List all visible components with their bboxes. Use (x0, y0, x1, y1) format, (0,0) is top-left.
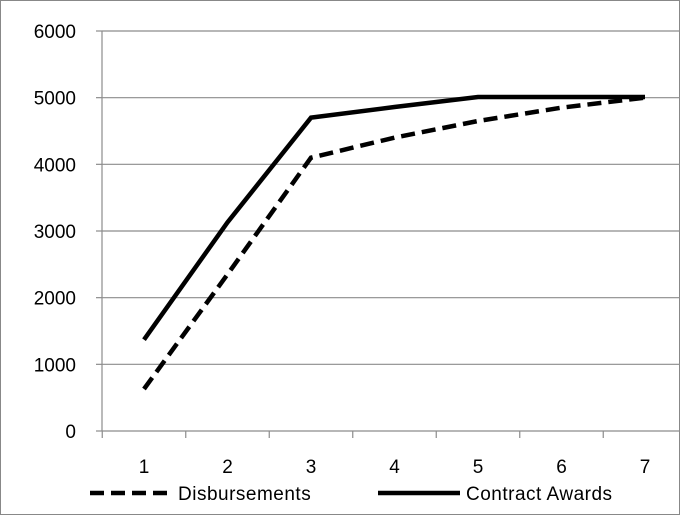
y-tick-label: 6000 (34, 22, 76, 43)
legend-label: Contract Awards (466, 484, 613, 505)
y-tick-label: 3000 (34, 222, 76, 243)
x-tick-label: 3 (306, 457, 317, 478)
y-tick-label: 0 (65, 422, 76, 443)
y-tick-label: 5000 (34, 89, 76, 110)
legend-item: Contract Awards (378, 484, 613, 505)
series-layer (142, 94, 646, 391)
gridlines (102, 30, 680, 365)
x-tick-label: 1 (139, 457, 150, 478)
legend-label: Disbursements (178, 484, 311, 505)
x-tick-label: 5 (473, 457, 484, 478)
y-axis-ticks: 0 1000 2000 3000 4000 5000 6000 (34, 22, 102, 443)
y-tick-label: 4000 (34, 155, 76, 176)
x-tick-label: 4 (389, 457, 400, 478)
legend: Disbursements Contract Awards (90, 484, 613, 505)
legend-item: Disbursements (90, 484, 311, 505)
x-tick-label: 6 (556, 457, 567, 478)
y-tick-label: 1000 (34, 355, 76, 376)
x-tick-label: 7 (640, 457, 651, 478)
y-tick-label: 2000 (34, 289, 76, 310)
x-tick-label: 2 (222, 457, 233, 478)
series-line-contract-awards (142, 94, 645, 341)
x-axis-ticks: 1 2 3 4 5 6 7 (101, 431, 651, 478)
